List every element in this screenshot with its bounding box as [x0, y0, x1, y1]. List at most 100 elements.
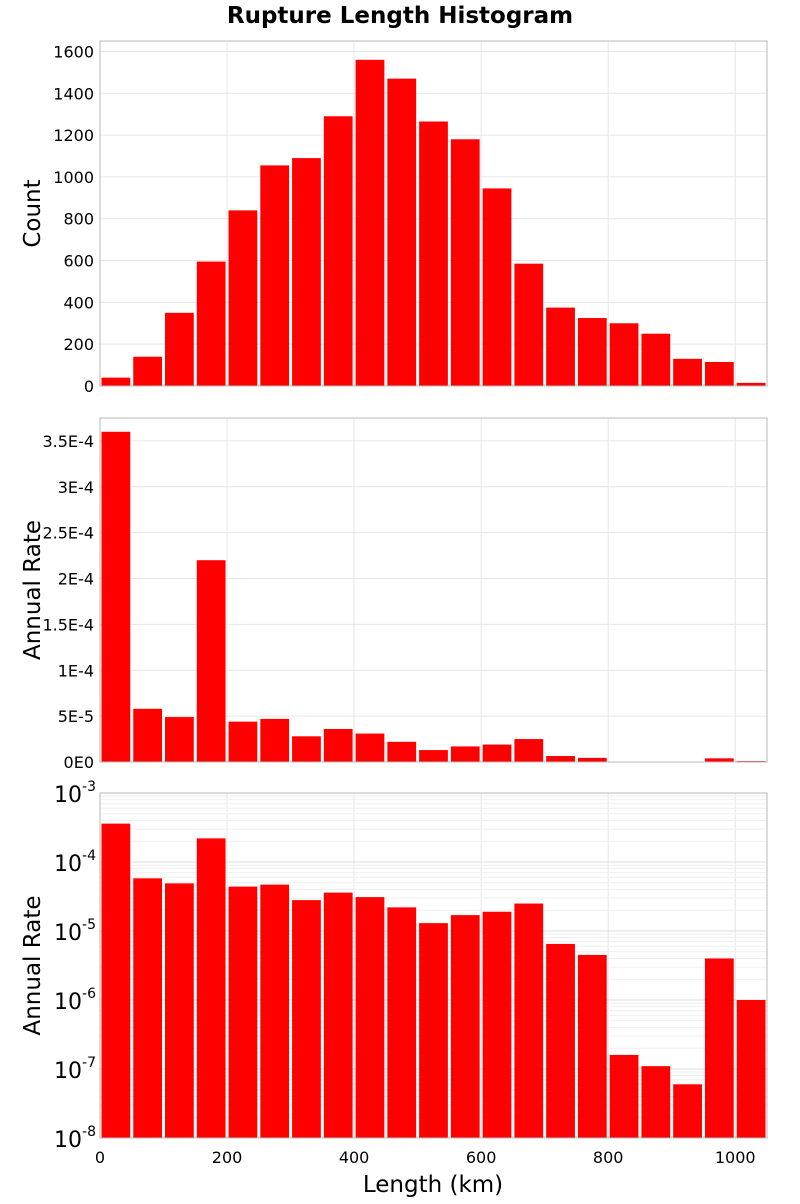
bar [514, 739, 543, 762]
bar [546, 944, 575, 1138]
bar [292, 158, 321, 386]
bar [419, 122, 448, 387]
y-tick-label: 5E-5 [58, 707, 94, 726]
bar [705, 958, 734, 1138]
bar [165, 313, 194, 386]
bar [451, 139, 480, 386]
y-tick-label: 10-7 [54, 1055, 96, 1084]
y-axis-label: Annual Rate [20, 896, 46, 1036]
bar [419, 750, 448, 762]
chart-title: Rupture Length Histogram [227, 3, 573, 29]
y-tick-label: 10-5 [54, 917, 96, 946]
x-axis-label: Length (km) [363, 1172, 503, 1198]
bar [133, 709, 162, 762]
bar [165, 717, 194, 762]
y-tick-label: 10-6 [54, 986, 96, 1015]
y-tick-label: 400 [63, 293, 94, 312]
bar [197, 838, 226, 1138]
bar [451, 746, 480, 762]
x-tick-label: 800 [593, 1148, 624, 1167]
bar [641, 334, 670, 386]
bar [292, 736, 321, 762]
bar [229, 210, 258, 386]
bar [229, 722, 258, 762]
bar [260, 719, 289, 762]
bar [578, 318, 607, 386]
bar [356, 60, 385, 386]
bar [324, 729, 353, 762]
bar [705, 758, 734, 762]
bar [483, 745, 512, 762]
y-tick-label: 2E-4 [58, 570, 94, 589]
panel-2: 0E0 5E-5 1E-4 1.5E-4 2E-4 2.5E-4 3E-4 3.5E-4 Ann… [20, 418, 767, 772]
y-tick-label: 10-3 [54, 779, 96, 808]
bar [737, 1000, 766, 1138]
y-tick-label: 1000 [53, 168, 94, 187]
bar [356, 897, 385, 1138]
y-tick-label: 2.5E-4 [42, 524, 94, 543]
bar [610, 1055, 639, 1138]
bar [133, 878, 162, 1138]
bar [165, 883, 194, 1138]
x-tick-label: 200 [212, 1148, 243, 1167]
bar [102, 432, 131, 762]
bar [356, 734, 385, 762]
x-tick-labels: 0 200 400 600 800 1000 [95, 1148, 756, 1167]
x-tick-label: 400 [339, 1148, 370, 1167]
bar [451, 915, 480, 1138]
bar [483, 912, 512, 1138]
bar [578, 758, 607, 762]
bar [197, 560, 226, 762]
y-tick-labels: 10-8 10-7 10-6 10-5 10-4 10-3 [54, 779, 96, 1153]
bar [546, 308, 575, 386]
bar [260, 885, 289, 1138]
bar [324, 893, 353, 1138]
bar [260, 165, 289, 386]
bars [102, 60, 766, 386]
y-axis-label: Annual Rate [20, 520, 46, 660]
y-tick-label: 1.5E-4 [42, 615, 94, 634]
bar [229, 887, 258, 1138]
bar [102, 824, 131, 1138]
bar [483, 188, 512, 386]
bar [546, 756, 575, 762]
bar [197, 262, 226, 386]
y-tick-label: 10-8 [54, 1124, 96, 1153]
y-tick-label: 600 [63, 252, 94, 271]
bar [102, 378, 131, 386]
bar [419, 923, 448, 1138]
bar [324, 116, 353, 386]
bar [673, 359, 702, 386]
bar [705, 362, 734, 386]
y-tick-label: 800 [63, 210, 94, 229]
bar [387, 79, 416, 386]
bar [610, 323, 639, 386]
bar [133, 357, 162, 386]
bar [292, 900, 321, 1138]
bar [578, 955, 607, 1138]
y-tick-label: 1200 [53, 126, 94, 145]
y-tick-label: 3E-4 [58, 478, 94, 497]
bar [514, 904, 543, 1138]
y-tick-label: 0E0 [64, 753, 94, 772]
x-tick-label: 1000 [715, 1148, 756, 1167]
bars [102, 432, 766, 762]
x-tick-label: 0 [95, 1148, 105, 1167]
bar [387, 907, 416, 1138]
y-tick-label: 10-4 [54, 848, 96, 877]
bar [673, 1084, 702, 1138]
bar [514, 264, 543, 386]
x-tick-label: 600 [466, 1148, 497, 1167]
y-tick-label: 1E-4 [58, 661, 94, 680]
bar [641, 1066, 670, 1138]
y-tick-label: 0 [84, 377, 94, 396]
y-tick-labels: 0E0 5E-5 1E-4 1.5E-4 2E-4 2.5E-4 3E-4 3.5E-4 [42, 432, 94, 772]
y-tick-label: 1600 [53, 42, 94, 61]
y-axis-label: Count [20, 179, 46, 247]
bar [387, 742, 416, 762]
y-tick-label: 3.5E-4 [42, 432, 94, 451]
